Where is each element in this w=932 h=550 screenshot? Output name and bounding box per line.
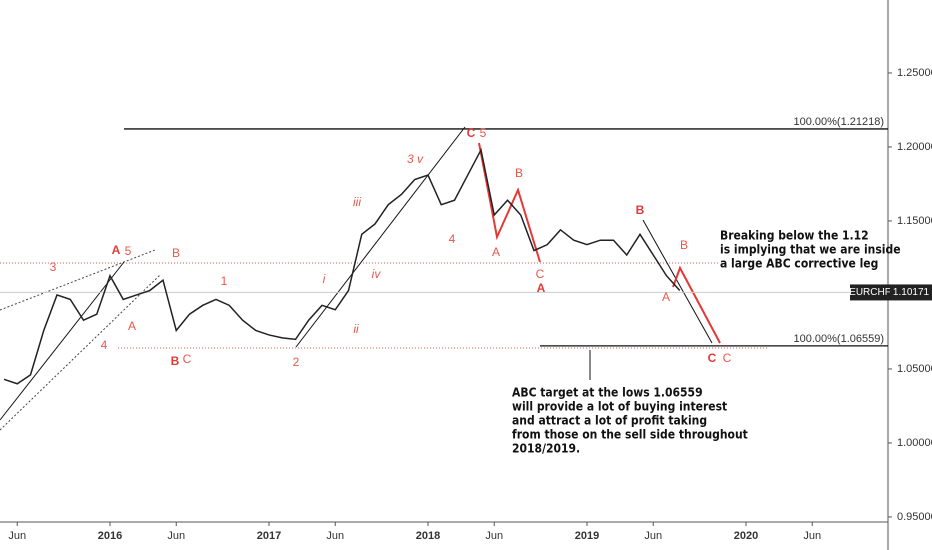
note-text: is implying that we are inside: [720, 243, 901, 257]
wave-label: C: [708, 351, 717, 365]
wave-label: iii: [353, 195, 361, 209]
note-text: a large ABC corrective leg: [720, 257, 878, 271]
wave-label: A: [662, 290, 670, 304]
wave-label: C: [536, 267, 545, 281]
wave-label: A: [537, 281, 546, 295]
x-tick-label: 2017: [257, 530, 281, 542]
y-tick-label: 1.15000: [897, 215, 932, 227]
x-tick-label: Jun: [8, 530, 26, 542]
wave-label: A: [112, 243, 121, 257]
note-text: Breaking below the 1.12: [720, 229, 869, 243]
wave-label: B: [680, 238, 688, 252]
wave-label: 1: [221, 274, 228, 288]
wave-label: B: [172, 246, 180, 260]
symbol-label: EURCHF: [849, 287, 891, 298]
x-tick-label: 2019: [575, 530, 599, 542]
wave-label: C: [467, 126, 476, 140]
level-label: 100.00%(1.06559): [793, 333, 884, 345]
last-price-box: [890, 284, 932, 301]
level-label: 100.00%(1.21218): [793, 116, 884, 128]
wave-path: [478, 142, 541, 263]
wave-label: B: [515, 166, 523, 180]
x-tick-label: 2018: [416, 530, 440, 542]
x-tick-label: Jun: [485, 530, 503, 542]
wave-label: iv: [372, 267, 382, 281]
trend-line: [0, 261, 125, 421]
wave-label: 3 v: [407, 152, 424, 166]
wave-label: B: [636, 203, 645, 217]
note-text: will provide a lot of buying interest: [512, 400, 727, 414]
wave-label: C: [183, 352, 192, 366]
y-tick-label: 0.95000: [897, 511, 932, 523]
wave-label: 4: [449, 232, 456, 246]
wave-label: 3: [50, 260, 57, 274]
x-tick-label: Jun: [803, 530, 821, 542]
last-price-label: 1.10171: [893, 287, 930, 298]
x-tick-label: 2016: [98, 530, 122, 542]
y-tick-label: 1.00000: [897, 437, 932, 449]
wave-label: B: [171, 354, 180, 368]
y-tick-label: 1.25000: [897, 67, 932, 79]
wave-label: 5: [480, 126, 487, 140]
trend-line: [295, 126, 466, 348]
wave-label: 5: [125, 244, 132, 258]
wave-label: i: [323, 272, 326, 286]
wave-label: C: [723, 351, 732, 365]
symbol-box: [850, 284, 890, 301]
wave-label: A: [492, 245, 500, 259]
x-tick-label: Jun: [167, 530, 185, 542]
y-tick-label: 1.20000: [897, 141, 932, 153]
y-tick-label: 1.05000: [897, 363, 932, 375]
wave-label: 2: [293, 355, 300, 369]
x-tick-label: Jun: [644, 530, 662, 542]
note-text: from those on the sell side throughout: [512, 428, 748, 442]
price-line: [3, 147, 681, 385]
trend-line: [642, 219, 713, 344]
x-tick-label: Jun: [326, 530, 344, 542]
note-text: and attract a lot of profit taking: [512, 414, 707, 428]
wave-label: ii: [353, 322, 359, 336]
wave-label: 4: [101, 338, 108, 352]
note-text: 2018/2019.: [512, 442, 580, 456]
wave-path: [672, 265, 721, 344]
x-tick-label: 2020: [734, 530, 758, 542]
wave-label: A: [128, 319, 136, 333]
note-text: ABC target at the lows 1.06559: [512, 386, 703, 400]
channel-line: [0, 274, 161, 431]
